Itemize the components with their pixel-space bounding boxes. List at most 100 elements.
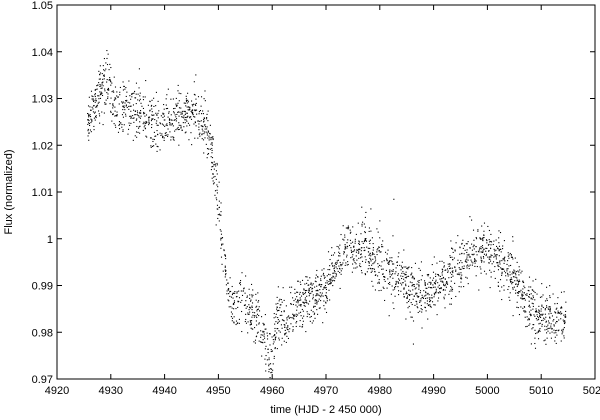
data-point <box>360 270 363 272</box>
data-point <box>511 256 514 258</box>
data-point <box>130 122 132 124</box>
data-point <box>350 231 352 233</box>
data-point <box>498 250 500 252</box>
data-point <box>448 265 450 268</box>
data-point <box>191 144 193 146</box>
data-point <box>500 251 502 253</box>
data-point <box>216 199 218 201</box>
data-point <box>375 274 377 276</box>
data-point <box>424 295 426 297</box>
data-point <box>459 247 461 249</box>
data-point <box>353 245 355 247</box>
data-point <box>519 291 521 293</box>
plot-frame <box>56 4 596 380</box>
data-point <box>285 341 287 343</box>
data-point <box>550 325 552 327</box>
data-point <box>440 280 442 282</box>
data-point <box>215 165 217 167</box>
data-point <box>392 269 394 271</box>
data-point <box>340 263 342 266</box>
data-point <box>426 300 428 302</box>
data-point <box>317 293 319 295</box>
data-point <box>319 289 321 291</box>
data-point <box>162 113 164 115</box>
data-point <box>556 321 558 323</box>
data-point <box>513 272 515 274</box>
data-point <box>258 310 261 312</box>
data-point <box>555 342 557 344</box>
data-point <box>539 296 541 298</box>
data-point <box>470 259 472 261</box>
data-point <box>334 265 336 267</box>
data-point <box>264 358 266 360</box>
data-point <box>541 283 543 285</box>
data-point <box>466 256 468 258</box>
data-point <box>553 319 555 321</box>
data-point <box>211 147 213 150</box>
data-point <box>155 135 157 137</box>
data-point <box>421 275 423 277</box>
data-point <box>554 311 556 313</box>
data-point <box>508 286 510 288</box>
data-point <box>207 152 210 155</box>
data-point <box>209 148 211 150</box>
data-point <box>300 299 302 301</box>
data-point <box>231 307 233 309</box>
data-point <box>557 312 559 314</box>
data-point <box>388 315 390 317</box>
data-point <box>145 120 147 123</box>
data-point <box>344 264 346 266</box>
data-point <box>139 92 141 94</box>
data-point <box>528 318 530 320</box>
data-point <box>463 267 465 270</box>
data-point <box>304 289 307 292</box>
data-point <box>249 294 251 296</box>
data-point <box>411 277 413 279</box>
data-point <box>528 317 530 319</box>
data-point <box>516 279 518 281</box>
data-point <box>507 268 509 270</box>
data-point <box>352 259 354 261</box>
data-point <box>431 294 433 296</box>
data-point <box>208 139 210 141</box>
data-point <box>378 290 380 292</box>
data-point <box>429 305 431 308</box>
data-point <box>294 292 296 294</box>
data-point <box>107 87 109 90</box>
data-point <box>192 111 194 114</box>
data-point <box>178 100 180 102</box>
data-point <box>98 82 100 84</box>
data-point <box>168 119 171 121</box>
data-point <box>427 318 429 320</box>
data-point <box>212 173 214 175</box>
data-point <box>164 134 166 137</box>
data-point <box>252 289 254 291</box>
data-point <box>509 281 512 283</box>
data-point <box>170 136 172 138</box>
data-point <box>495 254 497 256</box>
data-point <box>258 340 260 342</box>
data-point <box>355 255 357 257</box>
data-point <box>539 328 541 330</box>
data-point <box>238 318 240 320</box>
data-point <box>115 126 117 128</box>
data-point <box>169 122 171 124</box>
data-point <box>206 118 208 120</box>
data-point <box>490 256 492 258</box>
data-point <box>314 302 316 304</box>
data-point <box>124 88 126 90</box>
data-point <box>389 271 391 273</box>
data-point <box>474 258 476 260</box>
data-point <box>112 107 114 109</box>
data-point <box>325 311 328 314</box>
data-point <box>258 306 260 308</box>
data-point <box>504 256 506 258</box>
data-point <box>98 98 100 100</box>
data-point <box>305 301 308 303</box>
data-point <box>206 126 208 128</box>
data-point <box>349 244 351 247</box>
data-point <box>240 279 242 282</box>
data-point <box>556 302 558 305</box>
data-point <box>435 273 437 275</box>
data-point <box>222 270 224 272</box>
